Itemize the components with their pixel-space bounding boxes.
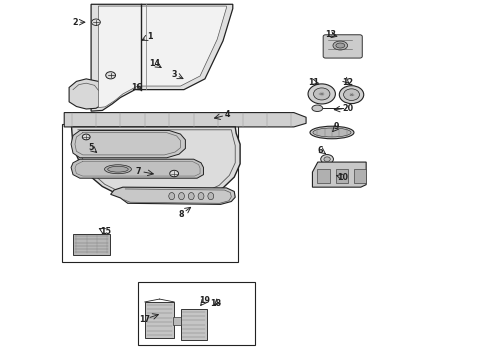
Text: 11: 11 [308, 78, 319, 87]
Text: 6: 6 [318, 146, 323, 155]
Ellipse shape [170, 170, 178, 177]
Ellipse shape [312, 105, 323, 112]
Ellipse shape [188, 193, 194, 200]
Bar [354, 168, 366, 183]
Ellipse shape [314, 88, 330, 100]
Bar [62, 125, 238, 262]
Text: 17: 17 [139, 315, 150, 324]
Text: 10: 10 [337, 173, 348, 182]
Text: 16: 16 [131, 83, 142, 92]
Ellipse shape [336, 43, 344, 48]
Ellipse shape [104, 165, 131, 174]
Polygon shape [71, 159, 203, 178]
Ellipse shape [343, 89, 360, 100]
Ellipse shape [310, 126, 354, 139]
Polygon shape [111, 187, 235, 204]
Ellipse shape [178, 193, 184, 200]
Ellipse shape [339, 86, 364, 104]
Text: 13: 13 [325, 30, 336, 39]
Polygon shape [98, 6, 226, 108]
Text: 2: 2 [72, 18, 78, 27]
FancyBboxPatch shape [323, 35, 362, 58]
Text: 8: 8 [179, 210, 184, 219]
Ellipse shape [208, 193, 214, 200]
Text: 14: 14 [149, 59, 160, 68]
Ellipse shape [169, 193, 174, 200]
Ellipse shape [313, 128, 351, 137]
Ellipse shape [108, 166, 128, 172]
Polygon shape [64, 113, 306, 127]
Polygon shape [91, 4, 233, 111]
Ellipse shape [82, 134, 90, 140]
Ellipse shape [308, 84, 335, 104]
Text: 15: 15 [100, 228, 111, 237]
Text: 4: 4 [225, 110, 231, 119]
Polygon shape [71, 131, 185, 158]
Text: 3: 3 [172, 70, 177, 79]
Text: 12: 12 [342, 78, 353, 87]
Bar [180, 309, 207, 339]
Bar [172, 318, 181, 325]
Bar [138, 282, 255, 345]
Bar [145, 302, 174, 338]
Text: 19: 19 [199, 296, 210, 305]
Ellipse shape [333, 41, 347, 50]
Bar [73, 234, 110, 255]
Bar [318, 168, 330, 183]
Polygon shape [313, 162, 366, 187]
Text: 20: 20 [342, 104, 353, 113]
Text: 18: 18 [210, 299, 221, 308]
Ellipse shape [321, 154, 333, 164]
Polygon shape [72, 127, 240, 202]
Ellipse shape [106, 72, 116, 79]
Polygon shape [69, 79, 103, 109]
Ellipse shape [198, 193, 204, 200]
Text: 7: 7 [136, 167, 141, 176]
Text: 1: 1 [147, 32, 152, 41]
Text: 5: 5 [88, 143, 94, 152]
Text: 9: 9 [334, 122, 340, 131]
Ellipse shape [92, 19, 100, 26]
Bar [336, 168, 348, 183]
Ellipse shape [324, 157, 330, 162]
